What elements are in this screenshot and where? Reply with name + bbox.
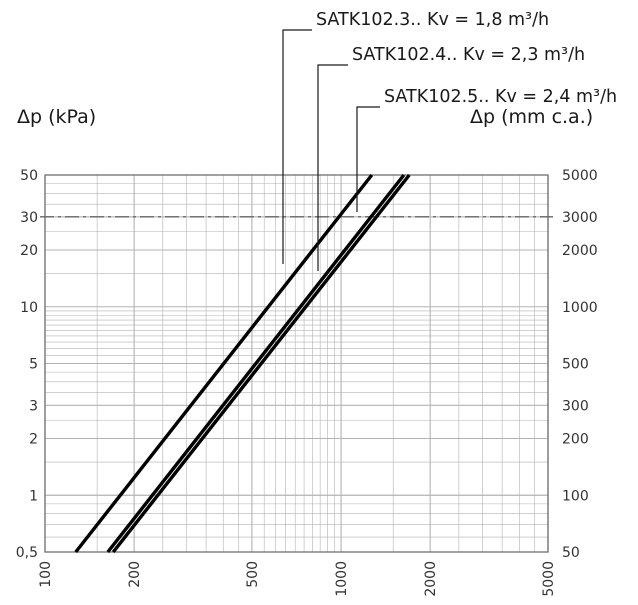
legend-label-2: SATK102.4.. Kv = 2,3 m³/h bbox=[352, 45, 585, 65]
y-tick-left: 2 bbox=[29, 432, 38, 448]
series-line-1 bbox=[74, 173, 374, 554]
y-tick-left: 30 bbox=[20, 210, 38, 226]
legend-leader-2 bbox=[317, 64, 348, 271]
y-axis-right-title: Δp (mm c.a.) bbox=[470, 106, 594, 128]
x-tick: 100 bbox=[38, 561, 54, 588]
x-tick: 2000 bbox=[423, 561, 439, 597]
tick-labels: 0,5 1 2 3 5 10 20 30 50 50 100 200 300 500 1000 2000 300… bbox=[16, 168, 598, 597]
y-tick-right: 1000 bbox=[562, 300, 598, 316]
y-tick-right: 3000 bbox=[562, 210, 598, 226]
x-tick: 200 bbox=[127, 561, 143, 588]
y-tick-left: 10 bbox=[20, 300, 38, 316]
x-tick: 500 bbox=[245, 561, 261, 588]
y-tick-left: 1 bbox=[29, 488, 38, 504]
legend-leaders: SATK102.3.. Kv = 1,8 m³/h SATK102.4.. Kv … bbox=[282, 10, 617, 271]
y-tick-left: 50 bbox=[20, 168, 38, 184]
y-tick-left: 20 bbox=[20, 243, 38, 259]
x-tick: 1000 bbox=[334, 561, 350, 597]
legend-label-3: SATK102.5.. Kv = 2,4 m³/h bbox=[384, 87, 617, 107]
y-tick-right: 50 bbox=[562, 545, 580, 561]
y-tick-right: 2000 bbox=[562, 243, 598, 259]
plot-frame bbox=[44, 174, 549, 553]
y-tick-left: 5 bbox=[29, 357, 38, 373]
y-tick-left: 0,5 bbox=[16, 545, 38, 561]
y-tick-right: 500 bbox=[562, 357, 589, 373]
y-tick-right: 5000 bbox=[562, 168, 598, 184]
series-group bbox=[74, 173, 411, 554]
y-axis-left-title: Δp (kPa) bbox=[17, 106, 97, 128]
series-line-2 bbox=[106, 173, 406, 554]
series-line-3 bbox=[111, 173, 411, 554]
legend-leader-3 bbox=[356, 106, 380, 212]
y-tick-right: 100 bbox=[562, 488, 589, 504]
y-tick-left: 3 bbox=[29, 398, 38, 414]
y-tick-right: 200 bbox=[562, 432, 589, 448]
legend-leader-1 bbox=[282, 29, 312, 264]
y-tick-right: 300 bbox=[562, 398, 589, 414]
legend-label-1: SATK102.3.. Kv = 1,8 m³/h bbox=[316, 10, 549, 30]
x-tick: 5000 bbox=[541, 561, 557, 597]
grid-lines bbox=[44, 174, 549, 553]
